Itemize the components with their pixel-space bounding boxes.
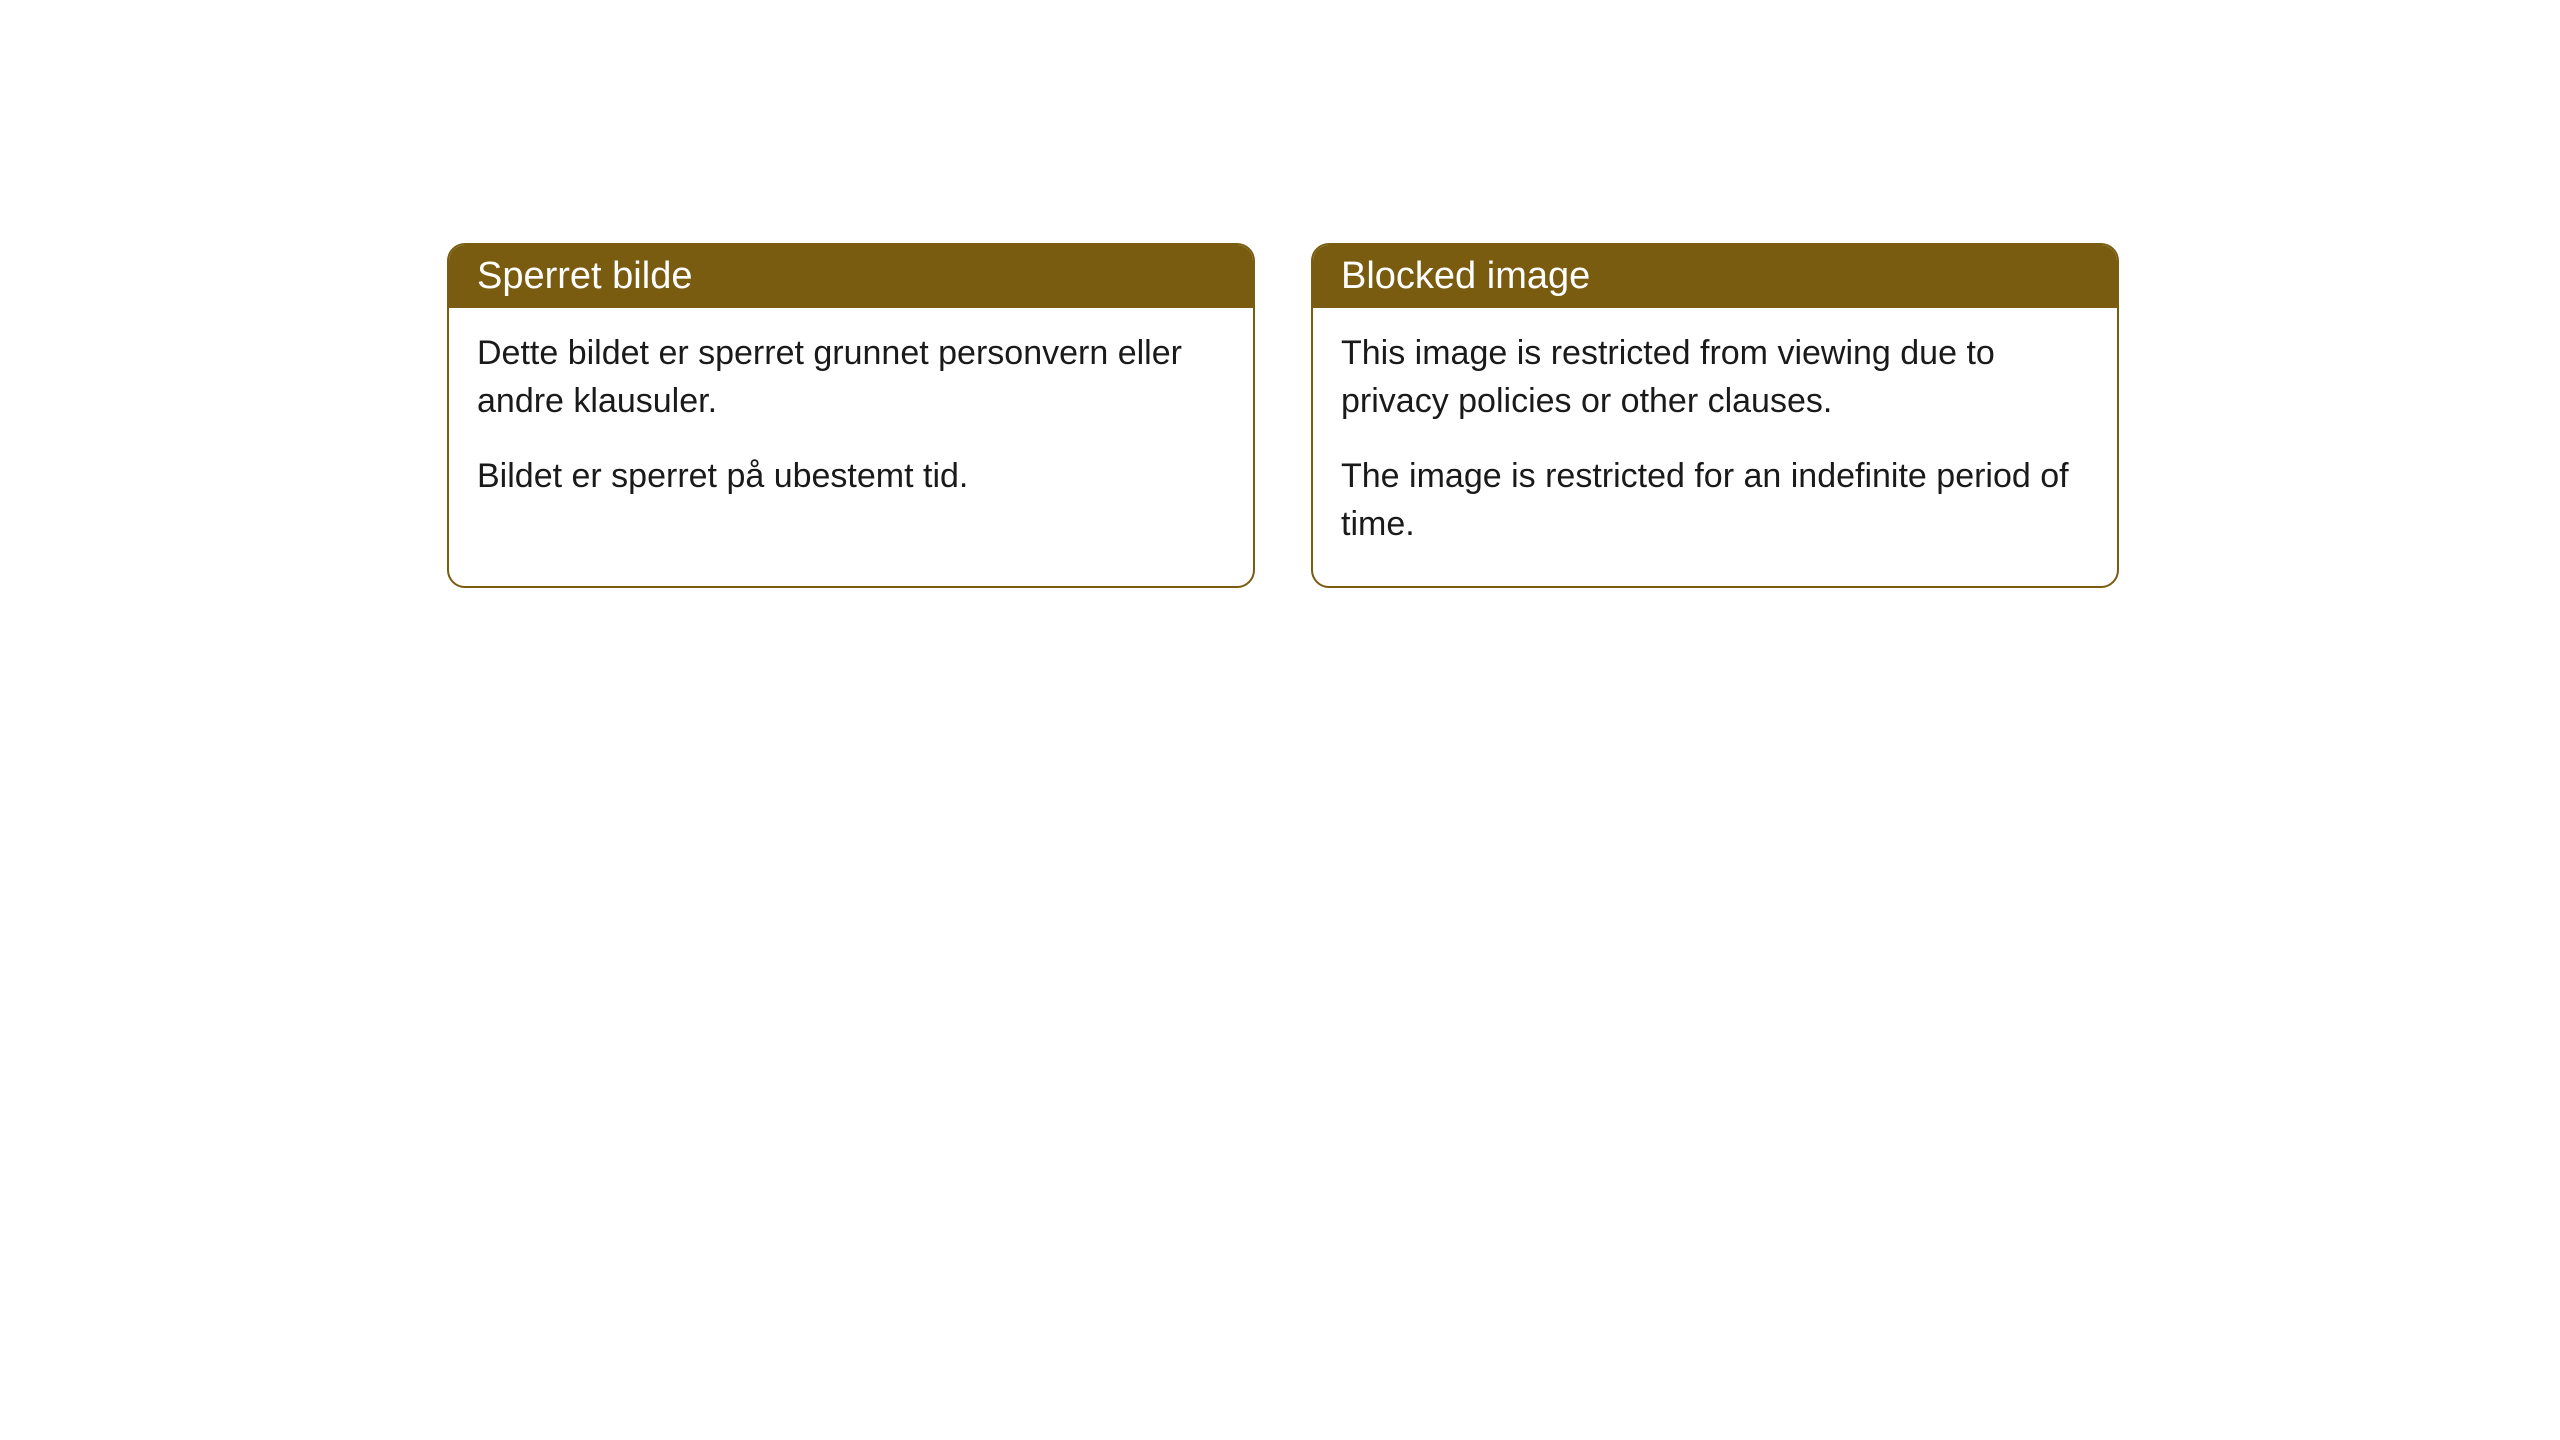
- card-header-english: Blocked image: [1313, 245, 2117, 308]
- card-body-english: This image is restricted from viewing du…: [1313, 308, 2117, 586]
- card-paragraph: Dette bildet er sperret grunnet personve…: [477, 330, 1225, 425]
- card-paragraph: The image is restricted for an indefinit…: [1341, 453, 2089, 548]
- card-paragraph: This image is restricted from viewing du…: [1341, 330, 2089, 425]
- card-paragraph: Bildet er sperret på ubestemt tid.: [477, 453, 1225, 501]
- card-title: Blocked image: [1341, 255, 1590, 297]
- card-english: Blocked image This image is restricted f…: [1311, 243, 2119, 588]
- card-title: Sperret bilde: [477, 255, 692, 297]
- card-body-norwegian: Dette bildet er sperret grunnet personve…: [449, 308, 1253, 539]
- card-norwegian: Sperret bilde Dette bildet er sperret gr…: [447, 243, 1255, 588]
- cards-container: Sperret bilde Dette bildet er sperret gr…: [447, 243, 2119, 588]
- card-header-norwegian: Sperret bilde: [449, 245, 1253, 308]
